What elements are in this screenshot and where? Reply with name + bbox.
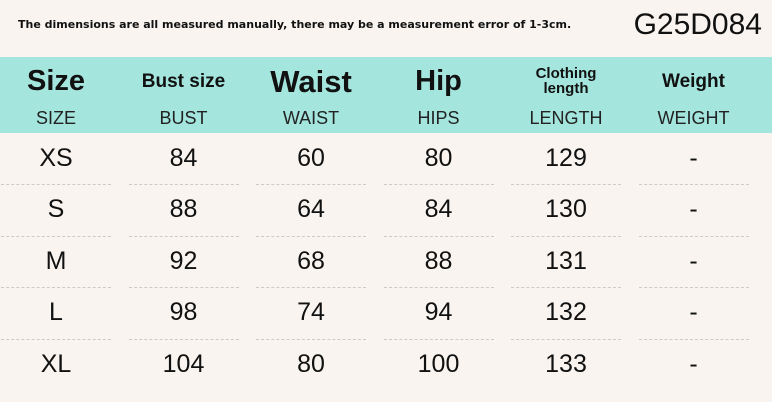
column-title: Size: [26, 64, 86, 97]
table-cell: S: [47, 195, 65, 224]
table-cell: 64: [297, 195, 325, 224]
table-cell: 80: [424, 144, 453, 172]
table-cell: 131: [545, 246, 587, 275]
row-separator: [638, 235, 749, 237]
table-cell: L: [49, 298, 63, 327]
header-band: [0, 57, 772, 133]
row-separator: [638, 338, 749, 340]
row-separator: [383, 235, 494, 237]
row-separator: [383, 287, 494, 289]
table-cell: -: [689, 246, 698, 275]
table-cell: 60: [297, 144, 325, 172]
row-separator: [1, 235, 111, 237]
row-separator: [1, 184, 111, 186]
table-cell: M: [45, 246, 67, 275]
column-subtitle: SIZE: [35, 108, 76, 128]
table-cell: 98: [169, 298, 198, 327]
row-separator: [256, 235, 366, 237]
table-cell: 104: [162, 349, 205, 378]
row-separator: [638, 184, 749, 186]
column-title: Hip: [415, 64, 462, 97]
measurement-note: The dimensions are all measured manually…: [18, 18, 572, 31]
table-cell: XS: [39, 144, 73, 172]
row-separator: [383, 338, 494, 340]
column-subtitle: HIPS: [417, 108, 460, 128]
table-cell: -: [689, 144, 698, 172]
table-cell: -: [689, 298, 698, 327]
row-separator: [1, 338, 111, 340]
row-separator: [383, 184, 494, 186]
column-title: Clothing length: [535, 65, 597, 97]
column-title: Waist: [270, 63, 352, 99]
column-subtitle: WEIGHT: [657, 108, 730, 128]
table-cell: -: [689, 195, 698, 224]
row-separator: [128, 338, 239, 340]
row-separator: [256, 184, 366, 186]
column-subtitle: WAIST: [282, 108, 340, 128]
table-cell: 132: [545, 298, 587, 327]
table-cell: 74: [297, 298, 325, 327]
table-cell: 84: [424, 195, 453, 224]
column-subtitle: BUST: [159, 108, 208, 128]
row-separator: [128, 184, 239, 186]
table-cell: 88: [169, 195, 198, 224]
column-title: Weight: [662, 70, 725, 92]
row-separator: [256, 338, 366, 340]
table-cell: 68: [297, 246, 325, 275]
table-cell: 80: [297, 349, 325, 378]
column-subtitle: LENGTH: [529, 108, 603, 128]
table-cell: 129: [545, 144, 587, 172]
column-title: Bust size: [141, 70, 226, 92]
product-code: G25D084: [633, 8, 762, 41]
table-cell: 133: [545, 349, 587, 378]
table-cell: 92: [169, 246, 198, 275]
table-cell: XL: [40, 349, 72, 378]
row-separator: [128, 287, 239, 289]
table-cell: 84: [169, 144, 198, 172]
row-separator: [128, 235, 239, 237]
row-separator: [256, 287, 366, 289]
row-separator: [511, 235, 621, 237]
row-separator: [511, 184, 621, 186]
table-cell: 100: [417, 349, 460, 378]
table-cell: 88: [424, 246, 453, 275]
table-cell: 130: [545, 195, 587, 224]
table-cell: -: [689, 349, 698, 378]
row-separator: [511, 338, 621, 340]
row-separator: [511, 287, 621, 289]
row-separator: [638, 287, 749, 289]
row-separator: [1, 287, 111, 289]
table-cell: 94: [424, 298, 453, 327]
